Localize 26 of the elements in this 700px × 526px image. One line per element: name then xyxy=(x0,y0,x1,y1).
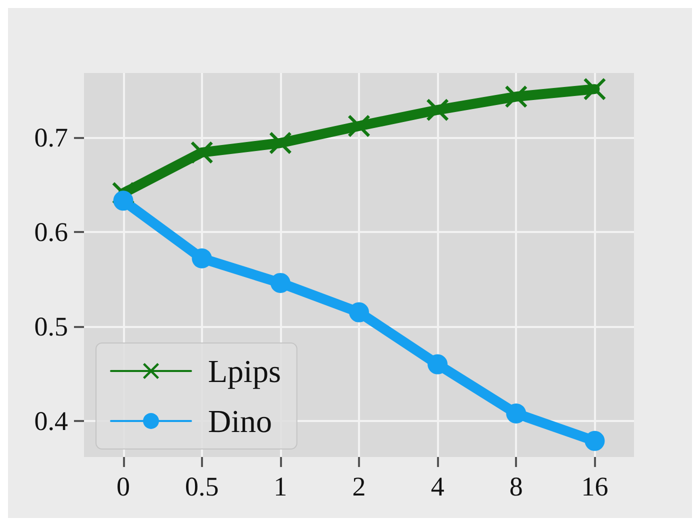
x-tick-label: 16 xyxy=(581,472,608,502)
point xyxy=(428,354,448,374)
y-tick-label: 0.5 xyxy=(34,311,68,342)
x-tick-label: 0 xyxy=(116,472,130,502)
y-tick-label: 0.7 xyxy=(34,122,68,152)
point xyxy=(348,114,370,137)
x-tick-label: 2 xyxy=(352,472,366,502)
x-tick-label: 4 xyxy=(430,472,445,502)
point xyxy=(506,403,526,424)
y-tick-label: 0.6 xyxy=(34,216,68,247)
point xyxy=(190,141,213,164)
point xyxy=(192,248,212,268)
legend-label: Lpips xyxy=(208,353,281,389)
y-tick-label: 0.4 xyxy=(34,406,68,436)
point xyxy=(113,190,134,211)
legend-label: Dino xyxy=(208,403,272,439)
point xyxy=(270,272,290,293)
x-tick-label: 8 xyxy=(509,472,523,502)
point xyxy=(426,98,449,121)
point xyxy=(584,430,605,451)
point xyxy=(584,78,606,100)
point xyxy=(505,86,528,108)
x-tick-label: 0.5 xyxy=(184,472,219,502)
point xyxy=(349,302,369,322)
x-tick-label: 1 xyxy=(274,472,288,502)
point xyxy=(269,132,292,154)
